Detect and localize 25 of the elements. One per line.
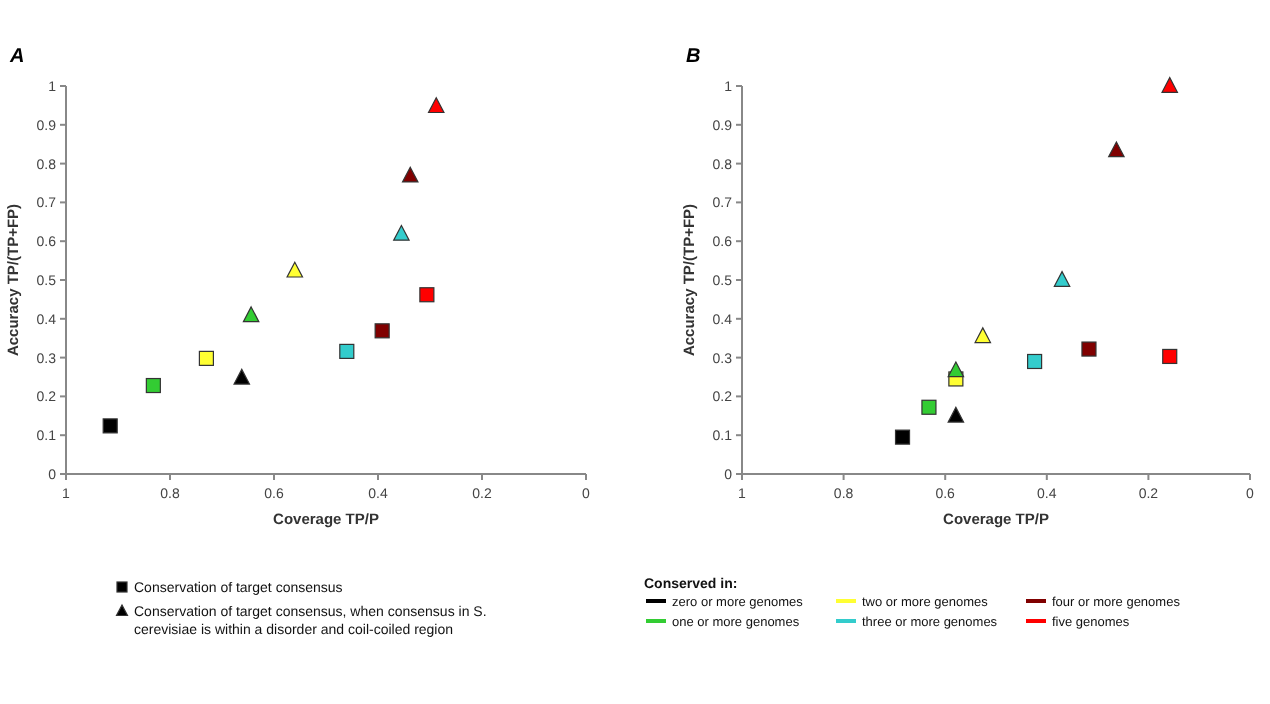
- point: [198, 350, 214, 366]
- point: [233, 368, 251, 385]
- point: [419, 287, 435, 303]
- point: [374, 323, 390, 339]
- point: [947, 406, 965, 423]
- point: [1027, 353, 1043, 370]
- point: [286, 261, 304, 278]
- point: [894, 429, 911, 445]
- point: [1161, 77, 1179, 93]
- point: [242, 306, 260, 323]
- point: [102, 418, 118, 434]
- chart-title: A: [8, 46, 25, 68]
- chart-title: B: [686, 46, 701, 68]
- point: [1053, 271, 1071, 287]
- point: [1108, 141, 1125, 158]
- point: [1162, 348, 1178, 365]
- point: [947, 361, 965, 378]
- point: [339, 343, 355, 359]
- point: [427, 97, 445, 114]
- point: [145, 377, 161, 394]
- point: [921, 399, 937, 415]
- point: [401, 166, 419, 183]
- point: [393, 224, 410, 241]
- point: [1081, 341, 1097, 357]
- point: [974, 327, 992, 344]
